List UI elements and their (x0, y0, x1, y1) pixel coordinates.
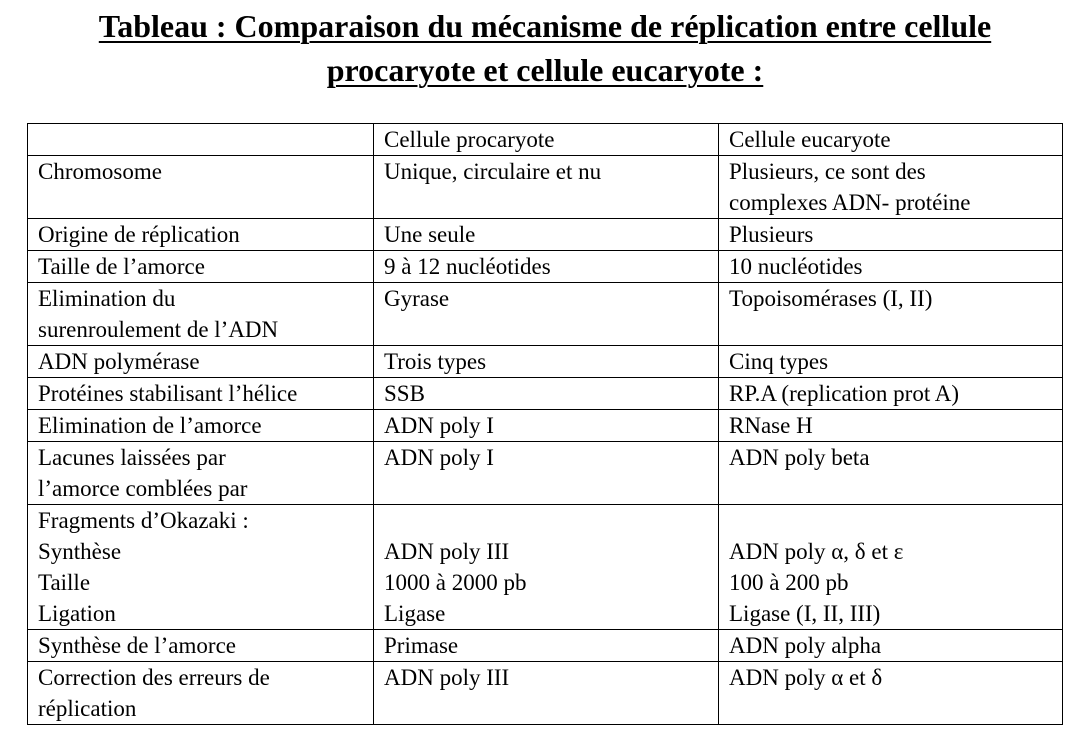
table-row: Fragments d’Okazaki : Synthèse Taille Ligat… (27, 504, 1063, 630)
row-label-cell: Chromosome (27, 155, 374, 219)
cell-text-line: Cinq types (729, 349, 829, 374)
row-label-cell: ADN polymérase (27, 345, 374, 378)
eucaryote-cell: RP.A (replication prot A) (718, 377, 1063, 410)
page-title: Tableau : Comparaison du mécanisme de ré… (0, 4, 1090, 92)
cell-text-line: Correction des erreurs de (38, 665, 270, 690)
eucaryote-cell: 10 nucléotides (718, 250, 1063, 283)
title-line-1: Tableau : Comparaison du mécanisme de ré… (98, 8, 992, 44)
procaryote-cell: Unique, circulaire et nu (373, 155, 719, 219)
procaryote-cell: Primase (373, 629, 719, 662)
row-label-cell: Lacunes laissées par l’amorce comblées pa… (27, 441, 374, 505)
comparison-table: Cellule procaryote Cellule eucaryote Chr… (27, 123, 1063, 725)
table-header-row: Cellule procaryote Cellule eucaryote (27, 123, 1063, 156)
eucaryote-cell: Plusieurs (718, 218, 1063, 251)
table-row: ADN polymérase Trois types Cinq types (27, 345, 1063, 378)
cell-text-line: Ligase (384, 601, 446, 626)
procaryote-cell: ADN poly III (373, 661, 719, 725)
row-label-cell: Elimination de l’amorce (27, 409, 374, 442)
comparison-table-body: Cellule procaryote Cellule eucaryote Chr… (27, 123, 1063, 725)
eucaryote-cell: Cinq types (718, 345, 1063, 378)
cell-text-line: Unique, circulaire et nu (384, 159, 602, 184)
table-row: Chromosome Unique, circulaire et nu Plusie… (27, 155, 1063, 219)
table-row: Taille de l’amorce 9 à 12 nucléotides 10 n… (27, 250, 1063, 283)
cell-text-line: ADN poly III (384, 665, 510, 690)
cell-text-line: Ligase (I, II, III) (729, 601, 881, 626)
cell-text-line: Chromosome (38, 159, 162, 184)
cell-text-line: Lacunes laissées par (38, 445, 226, 470)
cell-text-line: Primase (384, 633, 459, 658)
header-cell-eucaryote: Cellule eucaryote (718, 123, 1063, 156)
procaryote-cell: ADN poly I (373, 409, 719, 442)
eucaryote-cell: RNase H (718, 409, 1063, 442)
cell-text-line: Gyrase (384, 286, 450, 311)
row-label-cell: Taille de l’amorce (27, 250, 374, 283)
cell-text-line: l’amorce comblées par (38, 476, 248, 501)
cell-text-line: Plusieurs, ce sont des (729, 159, 926, 184)
table-row: Lacunes laissées par l’amorce comblées pa… (27, 441, 1063, 505)
eucaryote-cell: ADN poly α et δ (718, 661, 1063, 725)
cell-text-line: RP.A (replication prot A) (729, 381, 959, 406)
cell-text-line: surenroulement de l’ADN (38, 317, 279, 342)
table-row: Protéines stabilisant l’hélice SSB RP.A (r… (27, 377, 1063, 410)
row-label-cell: Fragments d’Okazaki : Synthèse Taille Ligat… (27, 504, 374, 630)
cell-text-line: Fragments d’Okazaki : (38, 508, 249, 533)
cell-text-line: ADN poly alpha (729, 633, 882, 658)
cell-text-line: ADN poly I (384, 413, 494, 438)
eucaryote-cell: ADN poly α, δ et ε 100 à 200 pb Ligase (I,… (718, 504, 1063, 630)
procaryote-cell: Gyrase (373, 282, 719, 346)
cell-text-line: 9 à 12 nucléotides (384, 254, 551, 279)
cell-text-line: ADN poly α et δ (729, 665, 883, 690)
cell-text-line: ADN poly I (384, 445, 494, 470)
cell-text-line: Protéines stabilisant l’hélice (38, 381, 298, 406)
cell-text-line: ADN poly beta (729, 445, 870, 470)
cell-text-line: ADN polymérase (38, 349, 200, 374)
header-cell-empty (27, 123, 374, 156)
row-label-cell: Synthèse de l’amorce (27, 629, 374, 662)
cell-text-line: réplication (38, 696, 137, 721)
cell-text-line: Elimination du (38, 286, 176, 311)
cell-text-line: complexes ADN- protéine (729, 190, 971, 215)
procaryote-cell: ADN poly III 1000 à 2000 pb Ligase (373, 504, 719, 630)
procaryote-cell: ADN poly I (373, 441, 719, 505)
cell-text-line: Origine de réplication (38, 222, 240, 247)
table-row: Synthèse de l’amorce Primase ADN poly alph… (27, 629, 1063, 662)
cell-text-line: Taille de l’amorce (38, 254, 205, 279)
cell-text-line: RNase H (729, 413, 813, 438)
cell-text-line: 1000 à 2000 pb (384, 570, 527, 595)
cell-text-line: Synthèse de l’amorce (38, 633, 236, 658)
row-label-cell: Protéines stabilisant l’hélice (27, 377, 374, 410)
cell-text-line: Une seule (384, 222, 476, 247)
cell-text-line: 100 à 200 pb (729, 570, 849, 595)
row-label-cell: Elimination du surenroulement de l’ADN (27, 282, 374, 346)
eucaryote-cell: ADN poly alpha (718, 629, 1063, 662)
cell-text-line: Trois types (384, 349, 487, 374)
cell-text-line: Plusieurs (729, 222, 814, 247)
procaryote-cell: Trois types (373, 345, 719, 378)
table-row: Origine de réplication Une seule Plusieurs (27, 218, 1063, 251)
table-row: Elimination du surenroulement de l’ADN Gyr… (27, 282, 1063, 346)
eucaryote-cell: Topoisomérases (I, II) (718, 282, 1063, 346)
table-row: Elimination de l’amorce ADN poly I RNase H (27, 409, 1063, 442)
cell-text-line (384, 505, 708, 536)
cell-text-line: ADN poly III (384, 539, 510, 564)
row-label-cell: Origine de réplication (27, 218, 374, 251)
cell-text-line: Synthèse (38, 539, 122, 564)
title-line-2: procaryote et cellule eucaryote : (326, 52, 764, 88)
procaryote-cell: SSB (373, 377, 719, 410)
procaryote-cell: Une seule (373, 218, 719, 251)
header-cell-procaryote: Cellule procaryote (373, 123, 719, 156)
cell-text-line: SSB (384, 381, 425, 406)
eucaryote-cell: Plusieurs, ce sont des complexes ADN- pro… (718, 155, 1063, 219)
procaryote-cell: 9 à 12 nucléotides (373, 250, 719, 283)
cell-text-line: Elimination de l’amorce (38, 413, 262, 438)
table-row: Correction des erreurs de réplication ADN … (27, 661, 1063, 725)
cell-text-line (729, 505, 1052, 536)
eucaryote-cell: ADN poly beta (718, 441, 1063, 505)
cell-text-line: ADN poly α, δ et ε (729, 539, 904, 564)
cell-text-line: Ligation (38, 601, 116, 626)
cell-text-line: 10 nucléotides (729, 254, 863, 279)
cell-text-line: Topoisomérases (I, II) (729, 286, 933, 311)
cell-text-line: Taille (38, 570, 91, 595)
row-label-cell: Correction des erreurs de réplication (27, 661, 374, 725)
